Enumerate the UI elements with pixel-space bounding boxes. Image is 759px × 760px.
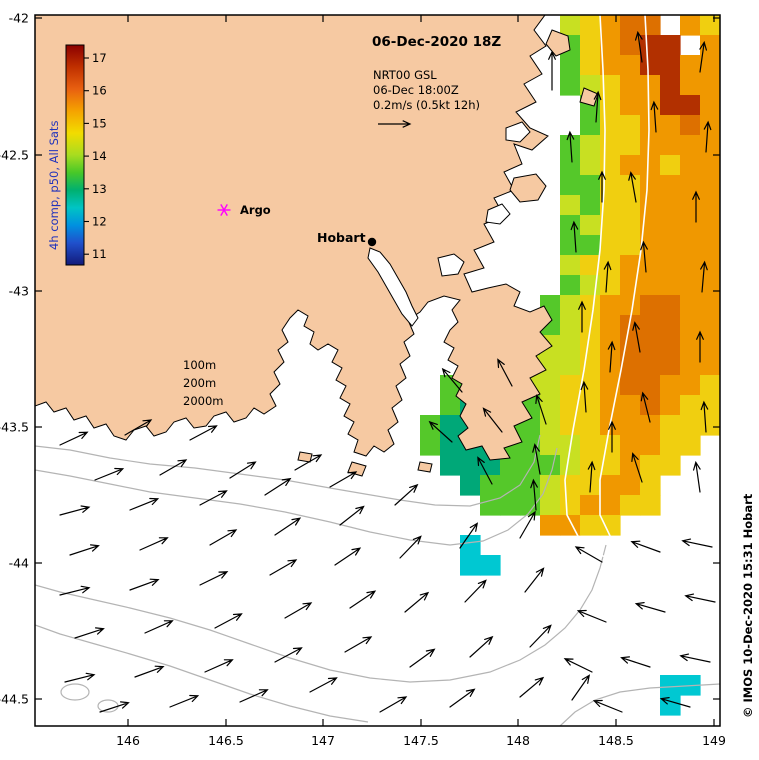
depth-label-200m: 200m — [183, 376, 217, 390]
svg-text:-42.5: -42.5 — [0, 148, 29, 163]
svg-text:-43: -43 — [9, 284, 29, 299]
estuary-water-cutouts — [367, 121, 531, 327]
svg-text:-44.5: -44.5 — [0, 692, 29, 707]
svg-text:146.5: 146.5 — [208, 733, 244, 748]
hobart-label: Hobart — [317, 230, 366, 245]
svg-text:17: 17 — [92, 51, 107, 65]
svg-text:148: 148 — [506, 733, 530, 748]
svg-text:11: 11 — [92, 247, 107, 261]
svg-text:12: 12 — [92, 215, 107, 229]
svg-text:-44: -44 — [9, 556, 29, 571]
map-title-datetime: 06-Dec-2020 18Z — [372, 34, 502, 50]
argo-label: Argo — [240, 203, 271, 217]
product-name-label: NRT00 GSL — [373, 68, 437, 82]
frame-border — [34, 14, 721, 727]
svg-text:14: 14 — [92, 149, 107, 163]
colorbar: 17 16 15 14 13 12 11 — [65, 44, 107, 266]
colorbar-gradient — [65, 44, 85, 266]
svg-text:-42: -42 — [9, 11, 29, 26]
svg-text:147.5: 147.5 — [403, 733, 439, 748]
svg-text:15: 15 — [92, 116, 107, 130]
depth-label-100m: 100m — [183, 358, 217, 372]
bathymetry-contours — [35, 434, 720, 726]
axis-ticks — [35, 15, 720, 726]
bathymetry-contours-over-sst — [564, 15, 711, 572]
imos-credit: © IMOS 10-Dec-2020 15:31 Hobart — [741, 493, 755, 718]
colorbar-label: 4h comp, p50, All Sats — [47, 120, 61, 250]
svg-text:13: 13 — [92, 182, 107, 196]
svg-text:148.5: 148.5 — [598, 733, 634, 748]
hobart-marker — [367, 237, 377, 247]
vector-scale-label: 0.2m/s (0.5kt 12h) — [373, 98, 481, 112]
svg-text:146: 146 — [116, 733, 140, 748]
depth-label-2000m: 2000m — [183, 394, 224, 408]
svg-text:149: 149 — [702, 733, 726, 748]
product-time-label: 06-Dec 18:00Z — [373, 83, 459, 97]
svg-text:16: 16 — [92, 84, 107, 98]
depth-contour-labels: 100m 200m 2000m — [183, 356, 223, 410]
current-vector-arrows — [59, 30, 716, 713]
axis-labels: 146 146.5 147 147.5 148 148.5 149 -42 -42.5 -43 -4… — [0, 11, 726, 749]
coastline-land — [35, 15, 599, 477]
svg-text:-43.5: -43.5 — [0, 420, 29, 435]
svg-text:147: 147 — [311, 733, 335, 748]
reference-arrow — [378, 120, 412, 128]
argo-marker — [217, 204, 231, 216]
